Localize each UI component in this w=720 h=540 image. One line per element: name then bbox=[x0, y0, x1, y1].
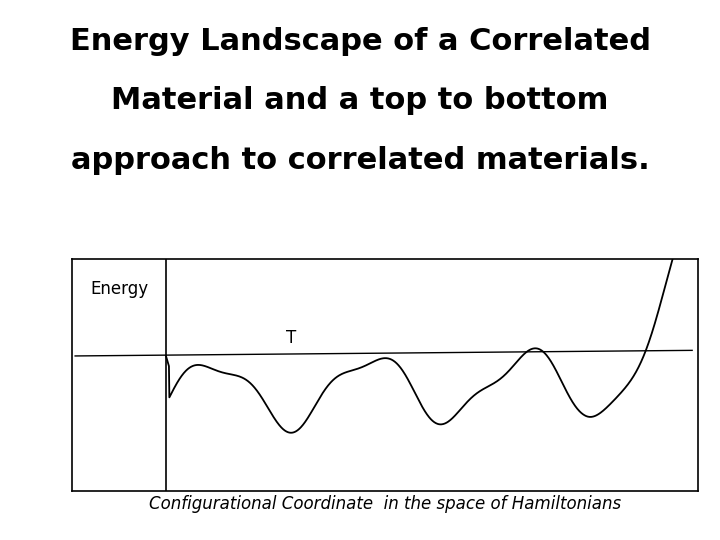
Text: approach to correlated materials.: approach to correlated materials. bbox=[71, 146, 649, 175]
Text: Energy: Energy bbox=[91, 280, 149, 298]
Text: Material and a top to bottom: Material and a top to bottom bbox=[112, 86, 608, 116]
Text: Energy Landscape of a Correlated: Energy Landscape of a Correlated bbox=[70, 27, 650, 56]
Text: T: T bbox=[286, 329, 297, 347]
Text: Configurational Coordinate  in the space of Hamiltonians: Configurational Coordinate in the space … bbox=[149, 495, 621, 513]
